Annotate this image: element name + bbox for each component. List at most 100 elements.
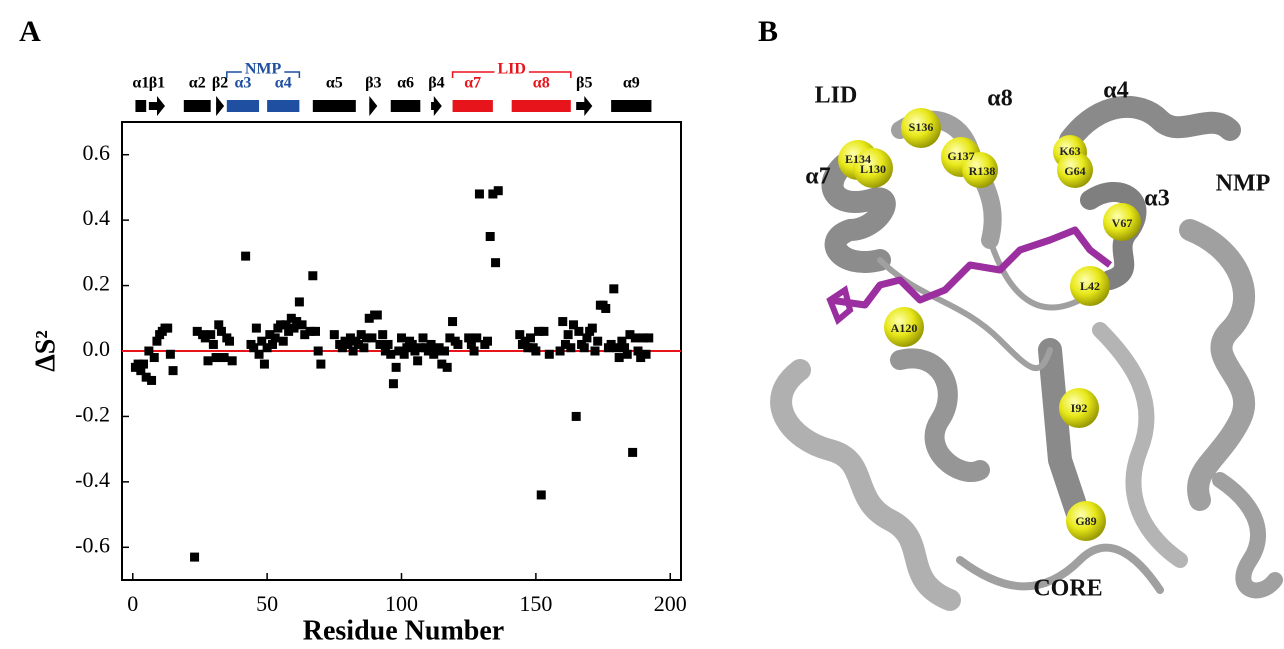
point bbox=[356, 330, 366, 340]
point bbox=[297, 320, 307, 330]
strand bbox=[431, 96, 442, 116]
point bbox=[311, 326, 320, 336]
x-tick-label: 50 bbox=[256, 591, 278, 616]
point bbox=[523, 343, 533, 353]
point bbox=[380, 346, 390, 356]
domain-label-bg bbox=[494, 69, 529, 73]
point bbox=[359, 343, 369, 353]
residue-label: L42 bbox=[1080, 279, 1100, 293]
point bbox=[367, 333, 377, 343]
domain-label-bg bbox=[241, 69, 285, 73]
point bbox=[278, 336, 288, 346]
point bbox=[144, 346, 154, 356]
point bbox=[391, 362, 401, 372]
point bbox=[555, 346, 565, 356]
helix bbox=[226, 100, 260, 112]
point bbox=[593, 336, 603, 346]
y-tick-label: 0.2 bbox=[83, 271, 111, 296]
point bbox=[354, 339, 363, 349]
point bbox=[606, 339, 616, 349]
ss-label: α4 bbox=[275, 75, 292, 92]
residue-label: S136 bbox=[909, 120, 934, 134]
point bbox=[372, 310, 382, 320]
point bbox=[544, 349, 554, 359]
ss-label: β3 bbox=[365, 75, 381, 92]
point bbox=[192, 326, 202, 336]
point bbox=[601, 303, 611, 313]
x-axis-title: Residue Number bbox=[303, 615, 504, 646]
helix bbox=[390, 100, 421, 112]
residue-sphere bbox=[1066, 501, 1106, 541]
helix bbox=[452, 100, 493, 112]
point bbox=[254, 349, 264, 359]
point bbox=[625, 330, 635, 340]
point bbox=[440, 346, 449, 356]
point bbox=[378, 330, 388, 340]
point bbox=[531, 346, 541, 356]
point bbox=[270, 333, 280, 343]
point bbox=[364, 313, 374, 323]
point bbox=[609, 284, 619, 294]
point bbox=[614, 353, 624, 363]
point bbox=[214, 320, 224, 330]
point bbox=[284, 326, 294, 336]
point bbox=[136, 366, 146, 376]
point bbox=[203, 356, 213, 366]
point bbox=[262, 343, 272, 353]
y-tick-label: -0.6 bbox=[75, 532, 110, 557]
residue-sphere bbox=[884, 307, 924, 347]
ss-label: β1 bbox=[149, 75, 165, 92]
ss-label: α5 bbox=[326, 75, 343, 92]
residue-sphere bbox=[1103, 203, 1141, 241]
residue-label: E134 bbox=[845, 152, 871, 166]
ss-label: α1 bbox=[132, 75, 149, 92]
residue-label: R138 bbox=[969, 164, 996, 178]
point bbox=[448, 317, 458, 327]
residue-sphere bbox=[1059, 388, 1099, 428]
point bbox=[579, 343, 589, 353]
region-label: α4 bbox=[1103, 78, 1128, 104]
point bbox=[163, 323, 173, 333]
residue-sphere bbox=[962, 152, 998, 188]
point bbox=[469, 346, 479, 356]
region-label: CORE bbox=[1033, 576, 1102, 602]
point bbox=[442, 362, 452, 372]
point bbox=[418, 333, 428, 343]
point bbox=[165, 349, 175, 359]
strand bbox=[216, 96, 225, 116]
y-tick-label: 0.6 bbox=[83, 140, 111, 165]
strand bbox=[369, 96, 378, 116]
residue-label: I92 bbox=[1071, 401, 1088, 415]
point bbox=[294, 297, 304, 307]
point bbox=[227, 356, 237, 366]
point bbox=[139, 359, 148, 369]
point bbox=[225, 336, 234, 346]
point bbox=[200, 333, 210, 343]
point bbox=[348, 346, 358, 356]
point bbox=[644, 333, 654, 343]
residue-label: G89 bbox=[1075, 514, 1096, 528]
point bbox=[539, 326, 549, 336]
region-label: NMP bbox=[1216, 171, 1271, 197]
point bbox=[383, 339, 393, 349]
region-label: α8 bbox=[987, 86, 1012, 112]
point bbox=[628, 447, 638, 457]
point bbox=[520, 336, 530, 346]
point bbox=[410, 346, 420, 356]
point bbox=[423, 346, 433, 356]
point bbox=[375, 339, 385, 349]
region-label: α7 bbox=[805, 164, 830, 190]
ligand bbox=[829, 226, 1113, 309]
point bbox=[638, 333, 648, 343]
point bbox=[566, 343, 576, 353]
helix bbox=[611, 100, 652, 112]
point bbox=[343, 339, 353, 349]
residue-label: A120 bbox=[891, 321, 918, 335]
point bbox=[345, 333, 355, 343]
point bbox=[216, 326, 226, 336]
point bbox=[402, 343, 412, 353]
ribbon bbox=[770, 96, 1283, 611]
x-tick-label: 100 bbox=[385, 591, 418, 616]
point bbox=[485, 232, 495, 241]
ss-label: α8 bbox=[533, 75, 550, 92]
